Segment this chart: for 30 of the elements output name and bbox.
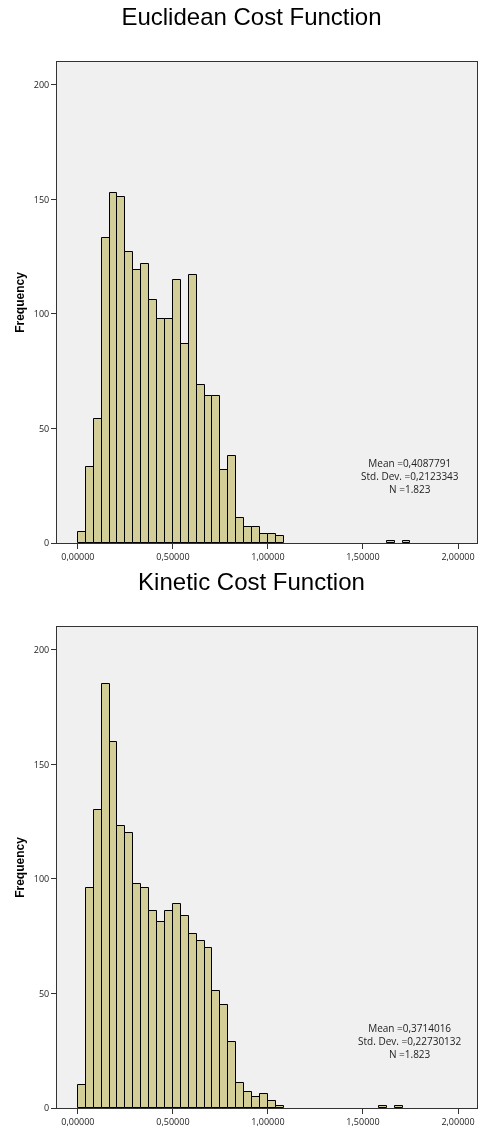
y-tick-label: 50 — [38, 986, 50, 1000]
y-tick-label: 0 — [44, 1101, 50, 1115]
y-axis-title: Frequency — [13, 271, 28, 333]
y-tick-label: 200 — [33, 78, 50, 92]
y-tick-label: 150 — [33, 192, 50, 206]
annotation: Std. Dev. =0,22730132 — [358, 1034, 462, 1048]
y-axis-title: Frequency — [13, 836, 28, 898]
annotation: Mean =0,4087791 — [368, 456, 452, 470]
y-tick-label: 100 — [33, 307, 50, 321]
y-tick-label: 50 — [38, 421, 50, 435]
x-tick-label: 0,00000 — [61, 1114, 95, 1128]
y-tick-label: 100 — [33, 872, 50, 886]
x-tick-label: 1,50000 — [346, 1114, 380, 1128]
chart-title: Kinetic Cost Function — [138, 568, 365, 596]
y-tick-label: 150 — [33, 757, 50, 771]
x-tick-label: 1,50000 — [346, 549, 380, 563]
x-tick-label: 2,00000 — [441, 1114, 475, 1128]
annotation: N =1.823 — [389, 482, 431, 496]
annotation: Std. Dev. =0,2123343 — [361, 469, 459, 483]
x-tick-label: 0,50000 — [156, 1114, 190, 1128]
annotation: Mean =0,3714016 — [368, 1021, 452, 1035]
y-tick-label: 200 — [33, 643, 50, 657]
annotation: N =1.823 — [388, 1047, 431, 1061]
chart-title: Euclidean Cost Function — [121, 3, 382, 31]
y-tick-label: 0 — [44, 536, 50, 550]
x-tick-label: 2,00000 — [441, 549, 475, 563]
x-tick-label: 1,00000 — [251, 549, 285, 563]
x-tick-label: 0,50000 — [156, 549, 190, 563]
x-tick-label: 0,00000 — [61, 549, 95, 563]
x-tick-label: 1,00000 — [251, 1114, 285, 1128]
